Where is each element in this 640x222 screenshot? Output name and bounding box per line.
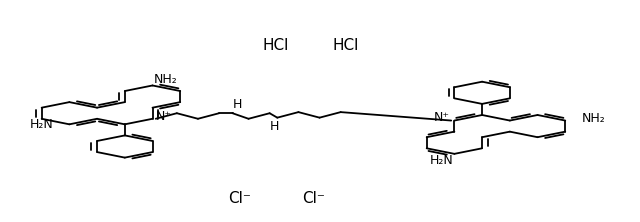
Text: Cl⁻: Cl⁻ bbox=[228, 191, 252, 206]
Text: HCl: HCl bbox=[332, 38, 359, 53]
Text: NH₂: NH₂ bbox=[581, 112, 605, 125]
Text: H: H bbox=[233, 98, 243, 111]
Text: H₂N: H₂N bbox=[429, 154, 454, 167]
Text: H₂N: H₂N bbox=[29, 118, 53, 131]
Text: NH₂: NH₂ bbox=[154, 73, 177, 86]
Text: Cl⁻: Cl⁻ bbox=[302, 191, 325, 206]
Text: HCl: HCl bbox=[262, 38, 289, 53]
Text: N⁺: N⁺ bbox=[156, 110, 172, 123]
Text: H: H bbox=[269, 121, 279, 133]
Text: N⁺: N⁺ bbox=[434, 111, 449, 124]
